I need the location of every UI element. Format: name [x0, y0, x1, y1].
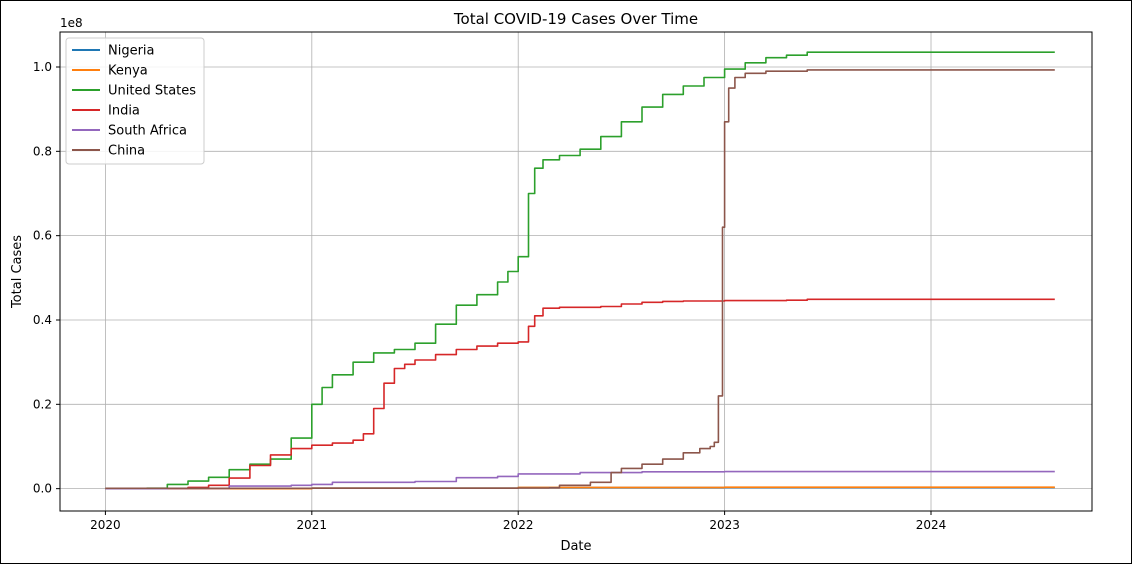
plot-area — [59, 31, 1093, 512]
x-tick-label: 2023 — [709, 518, 740, 532]
legend-label: United States — [108, 84, 196, 99]
legend-label: Nigeria — [108, 44, 155, 59]
x-tick-label: 2024 — [916, 518, 947, 532]
y-axis-label: Total Cases — [10, 235, 25, 309]
y-tick-label: 0.6 — [33, 229, 52, 243]
y-tick-label: 0.0 — [33, 482, 52, 496]
x-axis-label: Date — [560, 539, 591, 554]
x-tick-label: 2022 — [503, 518, 534, 532]
x-axis-ticks: 2020 2021 2022 2023 2024 — [90, 511, 946, 532]
y-tick-label: 1.0 — [33, 60, 52, 74]
series-line-united-states — [105, 51, 1055, 490]
y-axis-ticks: 0.0 0.2 0.4 0.6 0.8 1.0 — [33, 60, 60, 496]
legend-label: India — [108, 104, 140, 119]
x-tick-label: 2021 — [297, 518, 328, 532]
y-tick-label: 0.2 — [33, 397, 52, 411]
y-axis-scale-label: 1e8 — [60, 16, 83, 30]
y-tick-label: 0.4 — [33, 313, 52, 327]
series-line-india — [105, 298, 1055, 490]
y-tick-label: 0.8 — [33, 144, 52, 158]
legend-label: Kenya — [108, 64, 148, 79]
legend-label: South Africa — [108, 124, 187, 139]
series-line-china — [105, 69, 1055, 490]
legend-label: China — [108, 144, 145, 159]
legend-items: Nigeria Kenya United States India South Afri… — [72, 44, 196, 159]
grid — [60, 32, 1092, 511]
legend-box — [65, 37, 205, 165]
legend: Nigeria Kenya United States India South Afri… — [65, 37, 205, 165]
series-line-south-africa — [105, 470, 1055, 490]
series-lines — [105, 51, 1055, 490]
chart-title: Total COVID-19 Cases Over Time — [453, 10, 698, 28]
x-tick-label: 2020 — [90, 518, 121, 532]
